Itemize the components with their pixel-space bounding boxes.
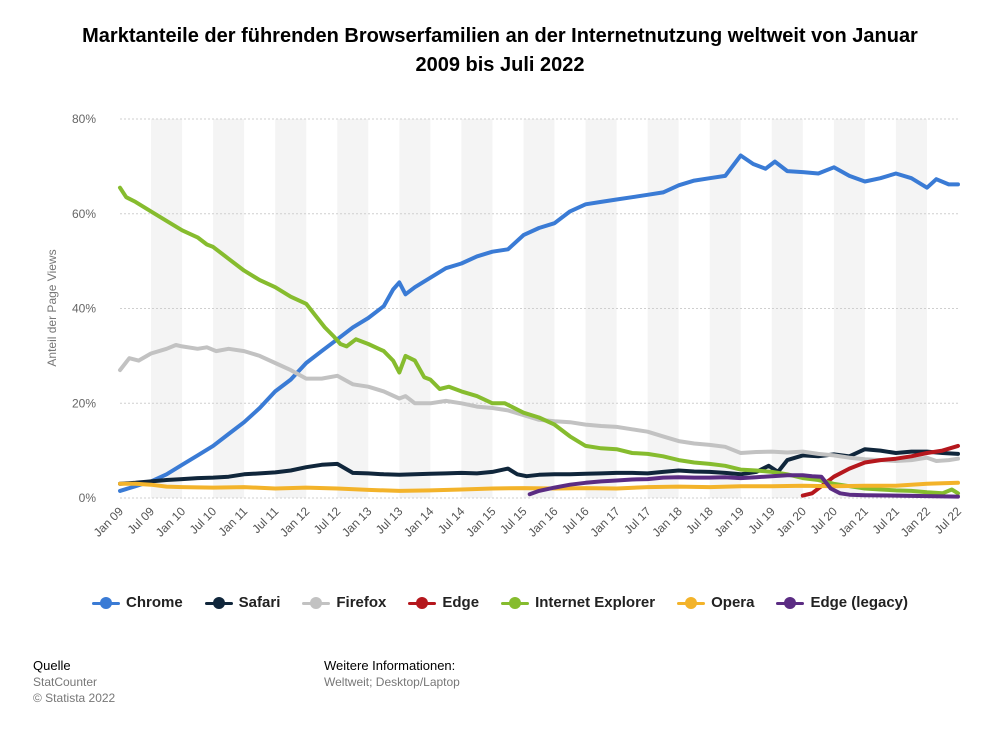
x-tick-label: Jan 10	[153, 504, 189, 540]
legend-label: Edge (legacy)	[810, 594, 908, 611]
info-text: Weltweit; Desktop/Laptop	[324, 675, 460, 689]
x-tick-label: Jul 15	[497, 504, 530, 537]
source-block: Quelle StatCounter © Statista 2022	[33, 658, 115, 706]
legend-label: Safari	[238, 594, 281, 611]
series-lines	[118, 153, 960, 499]
legend-item[interactable]: Edge (legacy)	[776, 594, 908, 611]
y-axis-label: Anteil der Page Views	[45, 249, 59, 366]
source-heading: Quelle	[33, 658, 71, 673]
x-tick-label: Jan 20	[774, 504, 810, 540]
x-tick-label: Jan 09	[91, 504, 127, 540]
x-tick-label: Jan 21	[836, 504, 872, 540]
y-tick-label: 60%	[72, 207, 96, 221]
x-tick-label: Jul 21	[869, 504, 902, 537]
copyright-line: © Statista 2022	[33, 691, 116, 705]
legend-swatch	[776, 596, 805, 610]
info-heading: Weitere Informationen:	[324, 658, 456, 673]
x-tick-label: Jul 10	[187, 504, 220, 537]
series-line-edge-legacy	[527, 473, 960, 499]
legend-item[interactable]: Internet Explorer	[501, 594, 655, 611]
x-tick-label: Jan 14	[401, 504, 437, 540]
legend-item[interactable]: Edge	[408, 594, 479, 611]
chart-title: Marktanteile der führenden Browserfamili…	[82, 25, 918, 76]
y-axis-ticks: 0% 20% 40% 60% 80%	[72, 112, 96, 505]
x-tick-label: Jul 13	[373, 504, 406, 537]
x-tick-label: Jan 18	[649, 504, 685, 540]
legend-label: Firefox	[336, 594, 387, 611]
info-block: Weitere Informationen: Weltweit; Desktop…	[324, 658, 460, 690]
series-line-safari	[118, 447, 960, 486]
series-line-opera	[118, 480, 960, 493]
legend-swatch	[204, 596, 233, 610]
y-tick-label: 40%	[72, 302, 96, 316]
legend-swatch	[302, 596, 331, 610]
x-tick-label: Jan 15	[463, 504, 499, 540]
x-tick-label: Jan 17	[587, 504, 623, 540]
y-tick-label: 0%	[79, 491, 97, 505]
series-line-chrome	[118, 153, 960, 493]
x-tick-label: Jan 19	[711, 504, 747, 540]
legend-item[interactable]: Firefox	[302, 594, 386, 611]
x-tick-label: Jan 12	[277, 504, 313, 540]
x-tick-label: Jan 13	[339, 504, 375, 540]
x-tick-label: Jul 19	[745, 504, 778, 537]
source-line: StatCounter	[33, 675, 98, 689]
x-tick-label: Jul 11	[249, 504, 281, 536]
x-tick-label: Jul 18	[683, 504, 716, 537]
legend-item[interactable]: Safari	[204, 594, 281, 611]
y-tick-label: 20%	[72, 396, 96, 410]
x-tick-label: Jul 16	[559, 504, 592, 537]
legend-label: Opera	[711, 594, 755, 611]
series-line-firefox	[118, 343, 960, 463]
x-tick-label: Jan 11	[216, 504, 251, 539]
legend-swatch	[408, 596, 437, 610]
series-line-internet-explorer	[118, 185, 960, 496]
legend-label: Chrome	[125, 594, 183, 611]
x-tick-label: Jul 17	[621, 504, 654, 537]
x-tick-label: Jul 22	[932, 504, 965, 537]
legend-item[interactable]: Opera	[677, 594, 754, 611]
x-tick-label: Jan 16	[525, 504, 561, 540]
x-tick-label: Jul 14	[435, 504, 468, 537]
legend-swatch	[677, 596, 706, 610]
y-tick-label: 80%	[72, 112, 96, 126]
legend-label: Internet Explorer	[535, 594, 656, 611]
legend-swatch	[91, 596, 120, 610]
x-tick-label: Jul 12	[311, 504, 344, 537]
legend-item[interactable]: Chrome	[91, 594, 183, 611]
legend-swatch	[501, 596, 530, 610]
x-tick-label: Jan 22	[898, 504, 934, 540]
legend: Chrome Safari Firefox Edge Internet Explorer…	[0, 594, 1000, 611]
x-tick-label: Jul 20	[807, 504, 840, 537]
x-tick-label: Jul 09	[125, 504, 158, 537]
legend-label: Edge	[442, 594, 480, 611]
